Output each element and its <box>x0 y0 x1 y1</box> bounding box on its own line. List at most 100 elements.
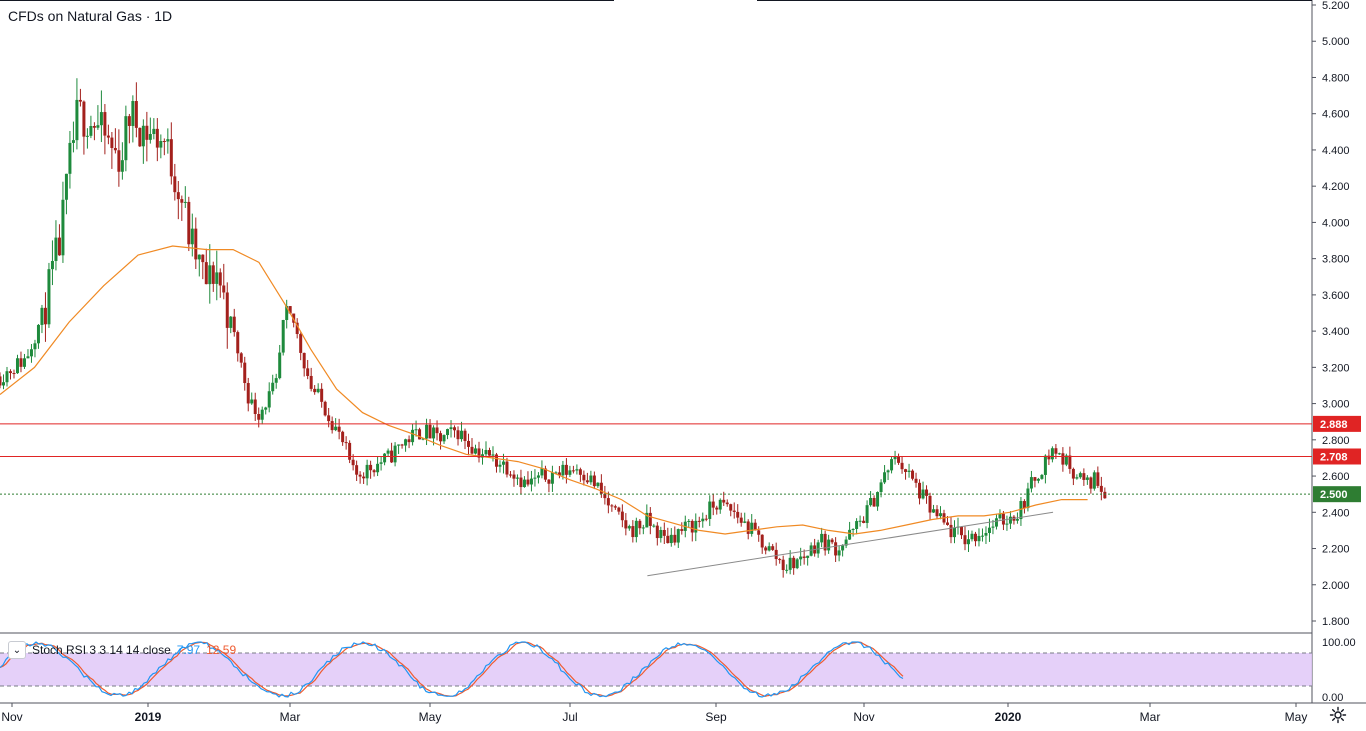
candle-body <box>606 498 610 506</box>
candle-body <box>963 535 967 545</box>
candle-body <box>994 518 998 527</box>
candle-body <box>620 511 624 521</box>
candle-body <box>397 444 401 446</box>
candle-body <box>260 409 264 420</box>
candle-body <box>750 522 754 534</box>
price-level-tag-label: 2.708 <box>1320 451 1348 463</box>
candle-body <box>578 469 582 475</box>
oscillator-axis-label: 100.00 <box>1322 637 1356 649</box>
candle-body <box>75 99 79 141</box>
candle-body <box>243 362 247 384</box>
candle-body <box>501 461 505 465</box>
candle-body <box>414 429 418 431</box>
candle-body <box>526 479 530 485</box>
candle-body <box>767 546 771 551</box>
candle-body <box>781 559 785 571</box>
candle-body <box>659 529 663 539</box>
candle-body <box>865 505 869 523</box>
candle-body <box>680 529 684 531</box>
candle-body <box>92 126 96 128</box>
candle-body <box>561 464 565 476</box>
candle-body <box>435 427 439 434</box>
candle-body <box>872 497 876 507</box>
candle-body <box>746 521 750 534</box>
candle-body <box>547 479 551 484</box>
x-tick-label: Mar <box>1140 710 1161 724</box>
candle-body <box>1061 453 1065 465</box>
candle-body <box>900 462 904 470</box>
candle-body <box>162 141 166 143</box>
candle-body <box>316 388 320 393</box>
candle-body <box>320 388 324 402</box>
candle-body <box>439 433 443 442</box>
candle-body <box>64 173 68 200</box>
candle-body <box>613 506 617 508</box>
candle-body <box>799 556 803 560</box>
candle-body <box>460 430 464 440</box>
candle-body <box>1 382 5 386</box>
candle-body <box>470 446 474 454</box>
candle-body <box>603 493 607 499</box>
candle-body <box>36 324 40 344</box>
candle-body <box>376 463 380 473</box>
candle-body <box>918 482 922 499</box>
candle-body <box>568 470 572 475</box>
candle-body <box>330 421 334 431</box>
candle-body <box>113 147 117 151</box>
candle-body <box>169 139 173 177</box>
candle-body <box>715 507 719 510</box>
candle-body <box>145 125 149 140</box>
candle-body <box>771 546 775 550</box>
y-tick-label: 2.600 <box>1322 471 1350 483</box>
gear-icon[interactable] <box>1329 706 1347 724</box>
candle-body <box>634 520 638 538</box>
candle-body <box>369 464 373 471</box>
candle-body <box>848 529 852 540</box>
candle-body <box>1008 516 1012 524</box>
x-tick-label: 2019 <box>135 710 162 724</box>
candle-body <box>1078 473 1082 478</box>
candle-body <box>897 456 901 463</box>
candle-body <box>480 454 484 458</box>
y-tick-label: 5.200 <box>1322 0 1350 12</box>
candle-body <box>8 371 12 374</box>
candle-body <box>1054 448 1058 454</box>
candle-body <box>1047 455 1051 460</box>
candle-body <box>54 237 58 261</box>
candle-body <box>648 512 652 526</box>
candle-body <box>327 415 331 422</box>
candle-body <box>1026 488 1030 509</box>
chevron-down-icon[interactable]: ⌄ <box>8 641 26 659</box>
candle-body <box>708 501 712 519</box>
candle-body <box>29 349 33 357</box>
candle-body <box>372 470 376 473</box>
moving-average-line <box>0 245 1088 535</box>
candle-body <box>0 376 2 386</box>
candle-body <box>428 424 432 439</box>
y-tick-label: 3.800 <box>1322 254 1350 266</box>
candle-body <box>617 507 621 512</box>
candle-body <box>739 517 743 523</box>
candle-body <box>764 547 768 551</box>
y-tick-label: 2.800 <box>1322 435 1350 447</box>
y-tick-label: 3.200 <box>1322 362 1350 374</box>
y-tick-label: 3.000 <box>1322 399 1350 411</box>
candle-body <box>886 470 890 473</box>
candle-body <box>585 480 589 483</box>
candle-body <box>998 513 1002 519</box>
candle-body <box>1043 455 1047 475</box>
candle-body <box>40 307 44 325</box>
candle-body <box>246 383 250 404</box>
candle-body <box>180 199 184 203</box>
candle-body <box>281 319 285 353</box>
chart-title: CFDs on Natural Gas · 1D <box>8 8 173 24</box>
candle-body <box>418 429 422 440</box>
candle-body <box>1033 477 1037 481</box>
candle-body <box>134 101 138 128</box>
candle-body <box>911 470 915 479</box>
candle-body <box>148 134 152 140</box>
candle-body <box>533 477 537 479</box>
candle-body <box>404 439 408 446</box>
